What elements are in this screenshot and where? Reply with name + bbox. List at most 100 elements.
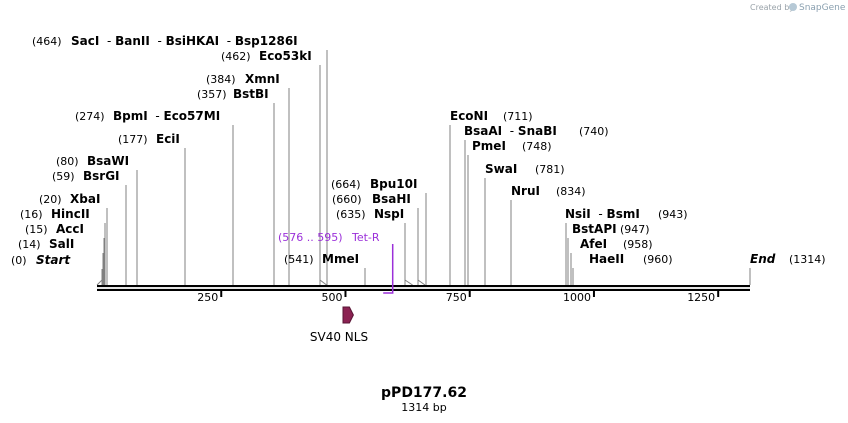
site-enzyme-name: SwaI <box>485 162 517 176</box>
site-enzyme-names: AfeI <box>580 237 607 251</box>
site-label-econi[interactable]: (711) EcoNI <box>450 109 533 123</box>
plasmid-length: 1314 bp <box>401 401 446 414</box>
site-label-bsahi[interactable]: (660) BsaHI <box>332 192 411 206</box>
site-label-nsii[interactable]: (943) NsiI - BsmI <box>565 207 688 221</box>
site-enzyme-names: BpmI - Eco57MI <box>113 109 220 123</box>
site-enzyme-names: BsaAI - SnaBI <box>464 124 557 138</box>
site-enzyme-names: HaeII <box>589 252 624 266</box>
site-enzyme-name: SacI <box>71 34 99 48</box>
site-label-sali[interactable]: (14) SalI <box>18 237 74 251</box>
axis-tick: 1250 <box>687 290 720 304</box>
site-label-bpu10i[interactable]: (664) Bpu10I <box>331 177 417 191</box>
site-enzyme-names: Eco53kI <box>259 49 312 63</box>
site-enzyme-name: XmnI <box>245 72 280 86</box>
site-position: (781) <box>535 163 565 176</box>
site-label-mmei[interactable]: (541) MmeI <box>284 252 359 266</box>
site-enzyme-names: PmeI <box>472 139 506 153</box>
site-label-hincii[interactable]: (16) HincII <box>20 207 90 221</box>
site-label-ecii[interactable]: (177) EciI <box>118 132 180 146</box>
site-position: (943) <box>658 208 688 221</box>
site-label-bsaai[interactable]: (740) BsaAI - SnaBI <box>464 124 609 138</box>
site-position: (14) <box>18 238 41 251</box>
site-position: (80) <box>56 155 79 168</box>
snapgene-logo-icon <box>789 3 797 11</box>
site-enzyme-name: NspI <box>374 207 404 221</box>
site-label-eco53ki[interactable]: (462) Eco53kI <box>221 49 312 63</box>
site-enzyme-name: BsaWI <box>87 154 129 168</box>
axis-tick: 500 <box>321 290 347 304</box>
site-enzyme-name: Bsp1286I <box>235 34 298 48</box>
site-enzyme-name: SalI <box>49 237 74 251</box>
site-label-afei[interactable]: (958) AfeI <box>580 237 653 251</box>
site-label-nspi[interactable]: (635) NspI <box>336 207 404 221</box>
site-connector-line <box>417 279 426 286</box>
site-enzyme-name: HincII <box>51 207 90 221</box>
site-enzyme-names: XbaI <box>70 192 100 206</box>
site-label-saci[interactable]: (464) SacI - BanII - BsiHKAI - Bsp1286I <box>32 34 298 48</box>
axis-tick-label: 500 <box>321 291 342 304</box>
site-label-bsrgi[interactable]: (59) BsrGI <box>52 169 120 183</box>
site-label-pmei[interactable]: (748) PmeI <box>472 139 552 153</box>
site-enzyme-name: End <box>750 252 776 266</box>
feature-sv40-nls[interactable]: SV40 NLS <box>310 306 368 344</box>
site-enzyme-name: BstAPI <box>572 222 617 236</box>
site-enzyme-names: SalI <box>49 237 74 251</box>
axis-tick-label: 750 <box>446 291 467 304</box>
site-position: (464) <box>32 35 62 48</box>
site-label-bstapi[interactable]: (947)BstAPI <box>572 222 650 236</box>
site-enzyme-name: PmeI <box>472 139 506 153</box>
site-label-xbai[interactable]: (20) XbaI <box>39 192 100 206</box>
site-label-haeii[interactable]: (960) HaeII <box>589 252 673 266</box>
site-enzyme-names: SacI - BanII - BsiHKAI - Bsp1286I <box>71 34 298 48</box>
site-enzyme-name: BsaAI <box>464 124 502 138</box>
feature-label: SV40 NLS <box>310 330 368 344</box>
site-position: (947) <box>620 223 650 236</box>
branding-created-by: Created by <box>750 3 794 12</box>
site-label-bpmi[interactable]: (274) BpmI - Eco57MI <box>75 109 220 123</box>
site-position: (274) <box>75 110 105 123</box>
site-label-swai[interactable]: (781) SwaI <box>485 162 565 176</box>
site-position: (711) <box>503 110 533 123</box>
site-label-end[interactable]: (1314) End <box>750 252 826 266</box>
site-position: (15) <box>25 223 48 236</box>
site-position: (958) <box>623 238 653 251</box>
primer-name-label: Tet-R <box>351 231 380 244</box>
site-label-bsawi[interactable]: (80) BsaWI <box>56 154 129 168</box>
site-enzyme-names: EcoNI <box>450 109 488 123</box>
site-label-bstbi[interactable]: (357) BstBI <box>197 87 269 101</box>
site-connector-line <box>319 279 327 286</box>
axis-tick: 250 <box>197 290 223 304</box>
site-enzyme-name: NruI <box>511 184 540 198</box>
site-connector-line <box>96 279 103 286</box>
site-enzyme-name: BanII <box>115 34 150 48</box>
site-enzyme-names: BsaWI <box>87 154 129 168</box>
site-enzyme-names: XmnI <box>245 72 280 86</box>
site-enzyme-name: NsiI <box>565 207 591 221</box>
site-label-xmni[interactable]: (384) XmnI <box>206 72 280 86</box>
primer-range-label: (576 .. 595) <box>278 231 343 244</box>
site-enzyme-names: NspI <box>374 207 404 221</box>
site-label-acci[interactable]: (15) AccI <box>25 222 84 236</box>
site-label-start[interactable]: (0) Start <box>11 253 71 267</box>
site-position: (748) <box>522 140 552 153</box>
site-position: (635) <box>336 208 366 221</box>
site-enzyme-names: BstBI <box>233 87 269 101</box>
site-enzyme-names: NruI <box>511 184 540 198</box>
site-enzyme-name: Bpu10I <box>370 177 417 191</box>
site-enzyme-names: BsrGI <box>83 169 120 183</box>
site-position: (740) <box>579 125 609 138</box>
site-label-nrui[interactable]: (834) NruI <box>511 184 586 198</box>
snapgene-branding: Created by SnapGene <box>750 3 846 13</box>
site-position: (59) <box>52 170 75 183</box>
site-enzyme-name: BstBI <box>233 87 269 101</box>
axis-tick: 750 <box>446 290 471 304</box>
primer-tet-r[interactable]: (576 .. 595) Tet-R <box>278 231 394 294</box>
site-enzyme-names: MmeI <box>322 252 359 266</box>
site-enzyme-name: Start <box>36 253 71 267</box>
feature-arrow-icon <box>342 306 354 324</box>
axis-tick-label: 1000 <box>563 291 591 304</box>
site-enzyme-name: BsaHI <box>372 192 411 206</box>
site-enzyme-name: AfeI <box>580 237 607 251</box>
site-enzyme-names: AccI <box>56 222 84 236</box>
